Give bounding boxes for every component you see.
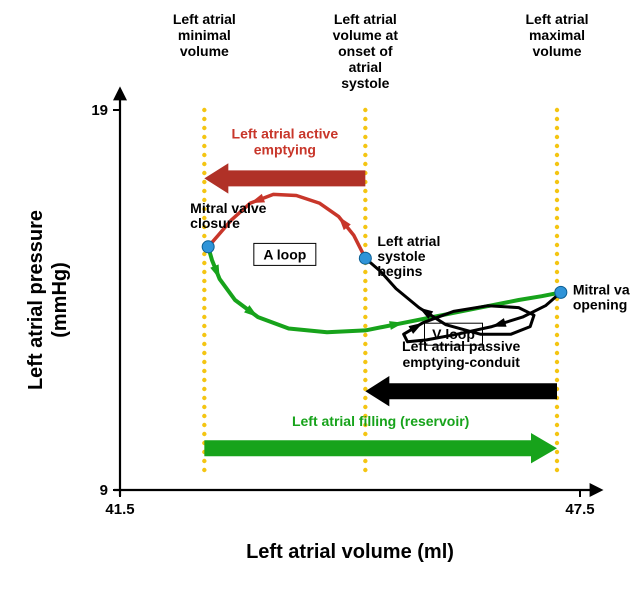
- a-loop-box-label: A loop: [263, 246, 306, 262]
- active-emptying-arrow-label: Left atrial activeemptying: [232, 125, 339, 157]
- mitral-valve-opening-label: Mitral valveopening: [573, 281, 630, 312]
- top-label: Left atrialminimalvolume: [173, 11, 236, 59]
- x-axis-label: Left atrial volume (ml): [246, 541, 454, 563]
- top-label: Left atrialvolume atonset ofatrialsystol…: [333, 11, 399, 91]
- axes: 41.5 47.5 9 19 Left atrial pressure(mmHg) Lef…: [25, 92, 598, 563]
- la-systole-begins-marker: [359, 252, 371, 264]
- filling-arrow: [204, 433, 557, 463]
- mitral-valve-closure-label: Mitral valveclosure: [190, 200, 266, 231]
- x-tick-label: 41.5: [105, 501, 134, 518]
- curve-black-arrowhead: [492, 318, 507, 327]
- y-tick-label: 9: [100, 482, 108, 499]
- curve-black-arrowhead: [409, 323, 423, 334]
- passive-emptying-arrow-label: Left atrial passiveemptying-conduit: [402, 338, 520, 370]
- curve-green-arrowhead: [210, 264, 219, 279]
- mitral-valve-closure-marker: [202, 241, 214, 253]
- top-label: Left atrialmaximalvolume: [525, 11, 588, 59]
- active-emptying-arrow: [204, 163, 365, 193]
- mitral-valve-opening-marker: [555, 286, 567, 298]
- y-axis-label: Left atrial pressure(mmHg): [25, 210, 71, 390]
- x-tick-label: 47.5: [565, 501, 594, 518]
- v-loop-box-label: V loop: [432, 326, 475, 342]
- la-systole-begins-label: Left atrialsystolebegins: [377, 233, 440, 279]
- y-tick-label: 19: [91, 102, 108, 119]
- filling-arrow-label: Left atrial filling (reservoir): [292, 413, 469, 429]
- passive-emptying-arrow: [365, 376, 557, 406]
